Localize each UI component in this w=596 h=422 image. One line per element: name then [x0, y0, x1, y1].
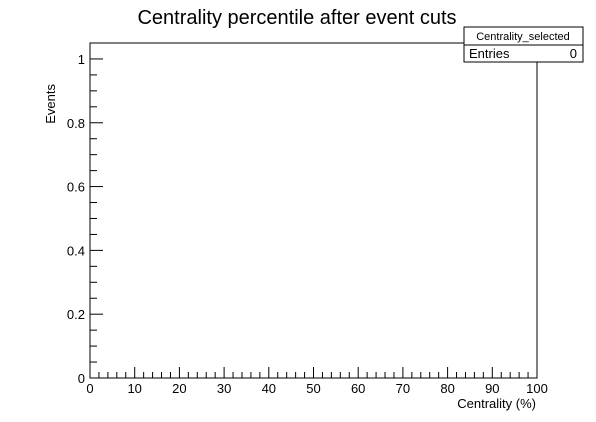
chart-title: Centrality percentile after event cuts	[137, 7, 456, 29]
y-tick-label: 0	[78, 371, 85, 386]
y-tick-label: 0.8	[67, 116, 85, 131]
stats-entries-label: Entries	[469, 46, 510, 61]
y-tick-label: 0.2	[67, 307, 85, 322]
x-axis-label: Centrality (%)	[457, 396, 536, 411]
x-tick-label: 80	[440, 381, 454, 396]
stats-entries-value: 0	[570, 46, 577, 61]
y-tick-label: 1	[78, 52, 85, 67]
y-axis-label: Events	[43, 84, 58, 124]
x-tick-label: 60	[351, 381, 365, 396]
x-tick-label: 30	[217, 381, 231, 396]
x-tick-label: 90	[485, 381, 499, 396]
stats-box: Centrality_selected Entries 0	[464, 27, 583, 62]
x-tick-label: 0	[86, 381, 93, 396]
x-tick-label: 100	[526, 381, 548, 396]
x-tick-label: 50	[306, 381, 320, 396]
x-tick-label: 70	[396, 381, 410, 396]
y-tick-label: 0.4	[67, 243, 85, 258]
x-tick-label: 20	[172, 381, 186, 396]
y-tick-label: 0.6	[67, 180, 85, 195]
x-tick-label: 40	[262, 381, 276, 396]
stats-box-title: Centrality_selected	[476, 31, 570, 43]
x-tick-label: 10	[127, 381, 141, 396]
